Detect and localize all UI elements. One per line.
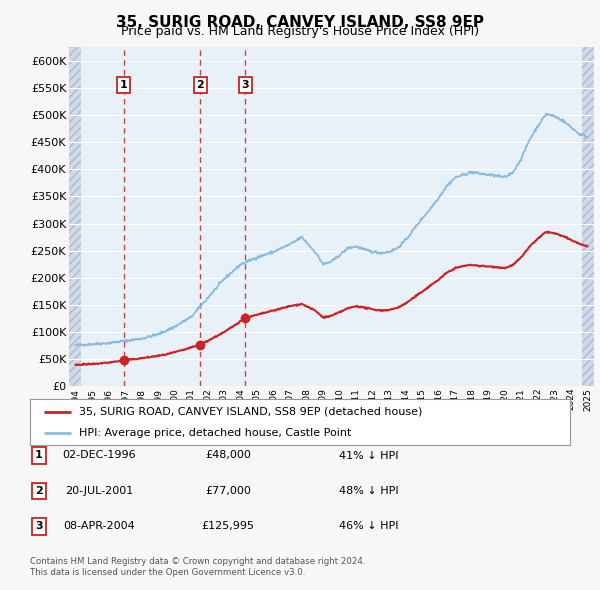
- Text: 3: 3: [241, 80, 249, 90]
- Text: Contains HM Land Registry data © Crown copyright and database right 2024.: Contains HM Land Registry data © Crown c…: [30, 558, 365, 566]
- Text: HPI: Average price, detached house, Castle Point: HPI: Average price, detached house, Cast…: [79, 428, 351, 438]
- Text: 2: 2: [196, 80, 204, 90]
- Bar: [69, 47, 80, 386]
- Text: Price paid vs. HM Land Registry's House Price Index (HPI): Price paid vs. HM Land Registry's House …: [121, 25, 479, 38]
- Text: 20-JUL-2001: 20-JUL-2001: [65, 486, 133, 496]
- Text: 02-DEC-1996: 02-DEC-1996: [62, 451, 136, 460]
- Text: £125,995: £125,995: [202, 522, 254, 531]
- Text: 2: 2: [35, 486, 43, 496]
- Text: This data is licensed under the Open Government Licence v3.0.: This data is licensed under the Open Gov…: [30, 568, 305, 577]
- Text: £77,000: £77,000: [205, 486, 251, 496]
- Text: 1: 1: [120, 80, 128, 90]
- Text: £48,000: £48,000: [205, 451, 251, 460]
- Text: 48% ↓ HPI: 48% ↓ HPI: [339, 486, 398, 496]
- Text: 08-APR-2004: 08-APR-2004: [63, 522, 135, 531]
- Text: 35, SURIG ROAD, CANVEY ISLAND, SS8 9EP: 35, SURIG ROAD, CANVEY ISLAND, SS8 9EP: [116, 15, 484, 30]
- Text: 3: 3: [35, 522, 43, 531]
- Text: 46% ↓ HPI: 46% ↓ HPI: [339, 522, 398, 531]
- Bar: [583, 47, 594, 386]
- Text: 1: 1: [35, 451, 43, 460]
- Text: 41% ↓ HPI: 41% ↓ HPI: [339, 451, 398, 460]
- Text: 35, SURIG ROAD, CANVEY ISLAND, SS8 9EP (detached house): 35, SURIG ROAD, CANVEY ISLAND, SS8 9EP (…: [79, 407, 422, 417]
